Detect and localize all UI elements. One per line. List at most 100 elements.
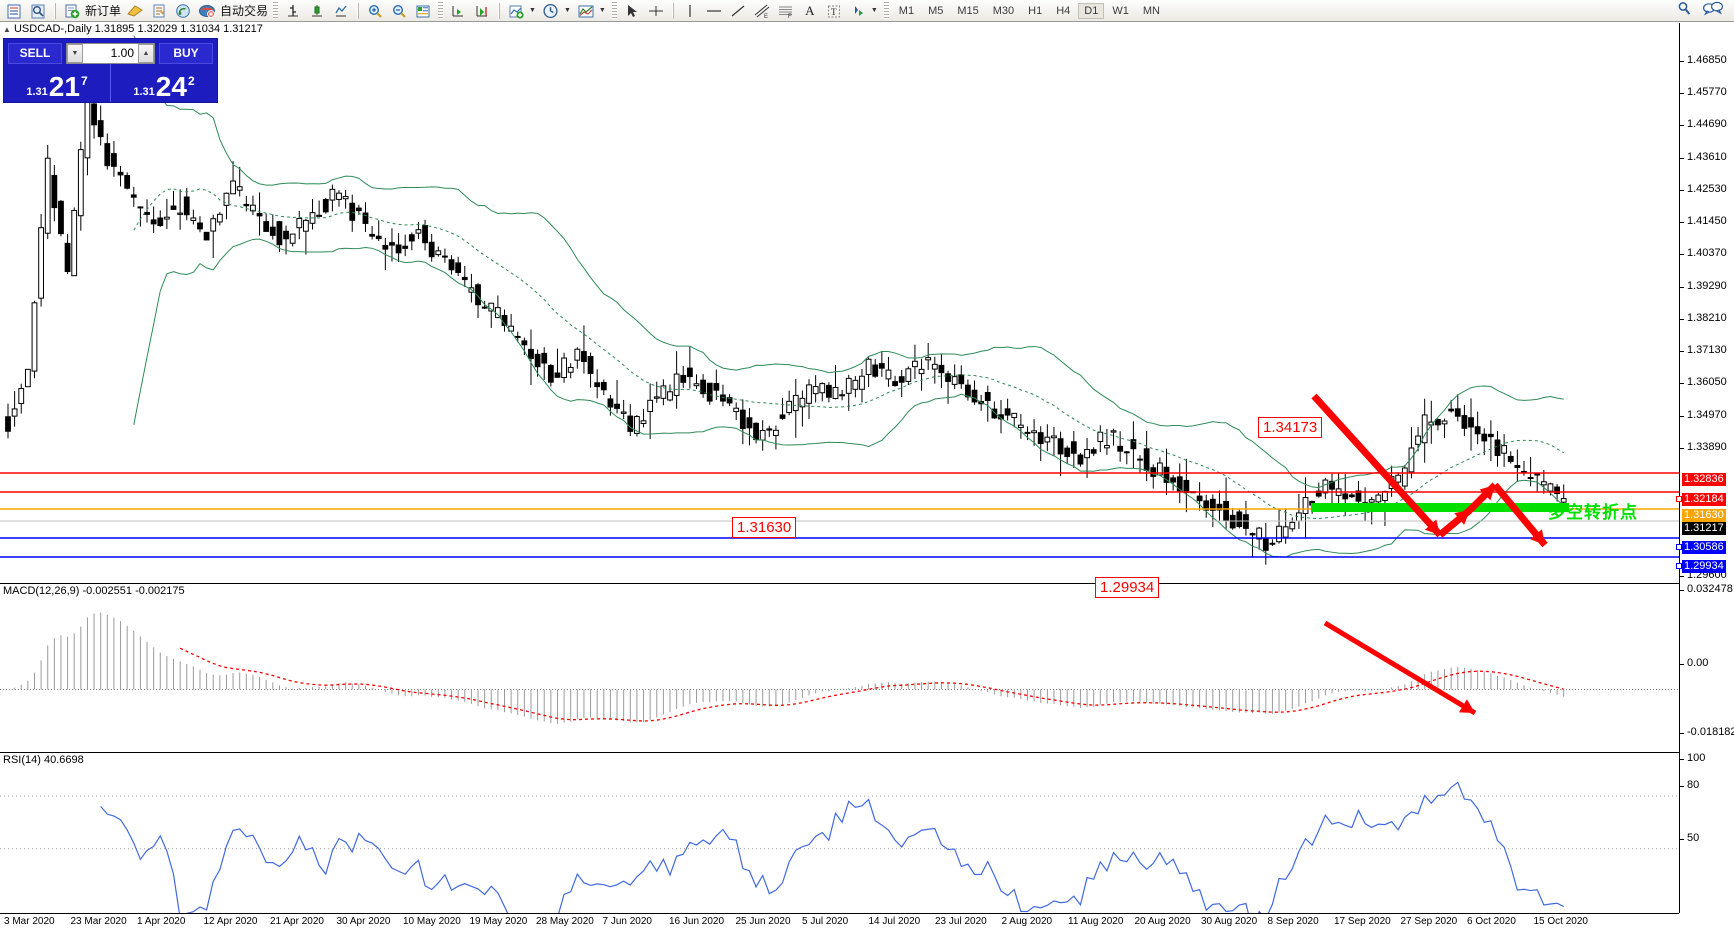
chevron-down-icon[interactable]: ▼: [598, 7, 606, 14]
toolbar-grip[interactable]: [883, 2, 889, 19]
new-order-label[interactable]: 新订单: [85, 4, 122, 18]
vertical-line-icon[interactable]: [678, 1, 702, 21]
price-badge[interactable]: 1.29934: [1676, 560, 1726, 574]
volume-input[interactable]: 1.00: [110, 46, 134, 60]
sell-button[interactable]: SELL: [8, 42, 62, 64]
buy-button[interactable]: BUY: [159, 42, 213, 64]
timeframe-d1[interactable]: D1: [1078, 2, 1105, 19]
signals-icon[interactable]: [171, 1, 195, 21]
line-chart-icon[interactable]: [329, 1, 353, 21]
toolbar-grip[interactable]: [611, 2, 617, 19]
data-window-icon[interactable]: [26, 1, 50, 21]
toolbar-separator: [357, 2, 360, 19]
text-icon[interactable]: A: [798, 1, 822, 21]
bar-chart-icon[interactable]: [281, 1, 305, 21]
volume-increment-icon[interactable]: ▲: [138, 43, 154, 63]
chart-container: MACD(12,26,9) -0.002551 -0.002175 RSI(14…: [0, 23, 1734, 948]
periods-icon[interactable]: [539, 1, 563, 21]
support-zone-marker[interactable]: [1311, 503, 1569, 512]
price-line-handle-icon[interactable]: [1676, 543, 1682, 550]
auto-scroll-icon[interactable]: [446, 1, 470, 21]
timeframe-m5[interactable]: M5: [928, 4, 944, 17]
price-badge[interactable]: 1.31630: [1682, 509, 1726, 523]
price-badge[interactable]: 1.30586: [1676, 540, 1726, 554]
timeframe-m30[interactable]: M30: [992, 4, 1015, 17]
chart-shift-icon[interactable]: [470, 1, 494, 21]
toolbar-grip[interactable]: [273, 2, 279, 19]
date-axis-label: 25 Jun 2020: [735, 916, 791, 927]
volume-decrement-icon[interactable]: ▼: [67, 43, 83, 63]
trend-arrow[interactable]: [1437, 507, 1473, 538]
timeframe-mn[interactable]: MN: [1142, 4, 1160, 17]
date-axis-label: 11 Aug 2020: [1068, 916, 1124, 927]
symbol-ohlc-text: USDCAD-,Daily 1.31895 1.32029 1.31034 1.…: [13, 23, 263, 35]
equidistant-channel-icon[interactable]: E: [750, 1, 774, 21]
templates-icon[interactable]: [574, 1, 598, 21]
date-axis-label: 15 Oct 2020: [1533, 916, 1588, 927]
arrows-icon[interactable]: [846, 1, 870, 21]
price-badge[interactable]: 1.31217: [1682, 521, 1726, 535]
chevron-down-icon[interactable]: ▼: [563, 7, 571, 14]
timeframe-h1[interactable]: H1: [1028, 4, 1043, 17]
timeframe-w1[interactable]: W1: [1112, 4, 1129, 17]
volume-stepper[interactable]: ▼ 1.00 ▲: [66, 42, 155, 64]
buy-price-main: 24: [155, 71, 187, 102]
date-axis-label: 10 May 2020: [403, 916, 461, 927]
text-label-icon[interactable]: T: [822, 1, 846, 21]
fibonacci-retracement-icon[interactable]: F: [774, 1, 798, 21]
trendline-icon[interactable]: [726, 1, 750, 21]
candlestick-series: [5, 89, 1567, 565]
price-annotation-label[interactable]: 1.29934: [1095, 577, 1160, 598]
chevron-down-icon[interactable]: ▼: [870, 7, 878, 14]
indicators-icon[interactable]: [504, 1, 528, 21]
timeframe-m15[interactable]: M15: [957, 4, 979, 17]
crosshair-icon[interactable]: [644, 1, 668, 21]
candlestick-chart-icon[interactable]: [305, 1, 329, 21]
date-axis-label: 3 Mar 2020: [4, 916, 55, 927]
date-axis-label: 17 Sep 2020: [1334, 916, 1391, 927]
price-chart-pane[interactable]: [0, 23, 1679, 584]
market-watch-icon[interactable]: [2, 1, 26, 21]
sell-price-fraction: 7: [80, 74, 88, 88]
chevron-down-icon[interactable]: ▼: [529, 7, 536, 14]
zoom-out-icon[interactable]: [387, 1, 411, 21]
new-order-icon[interactable]: [60, 1, 84, 21]
date-axis-label: 6 Oct 2020: [1467, 916, 1516, 927]
price-badge[interactable]: 1.32836: [1682, 473, 1726, 487]
metaeditor-icon[interactable]: [123, 1, 147, 21]
cursor-icon[interactable]: [620, 1, 644, 21]
buy-price-display[interactable]: 1.31 24 2: [111, 64, 217, 102]
autotrading-icon[interactable]: [195, 1, 219, 21]
price-annotation-label[interactable]: 1.31630: [732, 517, 797, 538]
price-line-handle-icon[interactable]: [1676, 495, 1682, 502]
toolbar-grip[interactable]: [438, 2, 444, 19]
rsi-canvas[interactable]: [0, 753, 1679, 913]
tile-windows-icon[interactable]: [411, 1, 435, 21]
horizontal-line-icon[interactable]: [702, 1, 726, 21]
timeframe-h4[interactable]: H4: [1056, 4, 1071, 17]
autotrading-label[interactable]: 自动交易: [220, 4, 269, 18]
price-scale[interactable]: 1.46850 1.45770 1.44690 1.43610 1.42530 1.414…: [1676, 23, 1734, 913]
chat-icon[interactable]: [1702, 0, 1724, 21]
price-annotation-label[interactable]: 1.34173: [1258, 417, 1323, 438]
rsi-pane[interactable]: RSI(14) 40.6698: [0, 753, 1679, 914]
price-badge[interactable]: 1.32184: [1676, 492, 1726, 506]
trend-arrow[interactable]: [1467, 482, 1498, 513]
price-chart-canvas[interactable]: [0, 23, 1679, 583]
timeframe-m1[interactable]: M1: [898, 4, 915, 17]
trend-arrow[interactable]: [1311, 393, 1443, 538]
trend-arrow[interactable]: [1323, 620, 1477, 716]
one-click-trading-panel[interactable]: SELL ▼ 1.00 ▲ BUY 1.31 21 7 1.31 24 2: [3, 38, 218, 103]
chart-collapse-icon[interactable]: ▲: [3, 25, 11, 34]
search-icon[interactable]: [1676, 0, 1692, 21]
rsi-line: [100, 781, 1564, 913]
zoom-in-icon[interactable]: [363, 1, 387, 21]
trend-arrow[interactable]: [1492, 482, 1548, 548]
macd-canvas[interactable]: [0, 584, 1679, 752]
price-line-handle-icon[interactable]: [1676, 563, 1682, 570]
expert-advisor-icon[interactable]: [147, 1, 171, 21]
text-tool-label: A: [805, 2, 815, 18]
macd-pane[interactable]: MACD(12,26,9) -0.002551 -0.002175: [0, 584, 1679, 753]
chinese-annotation-label[interactable]: 多空转折点: [1548, 503, 1638, 522]
sell-price-display[interactable]: 1.31 21 7: [4, 64, 111, 102]
